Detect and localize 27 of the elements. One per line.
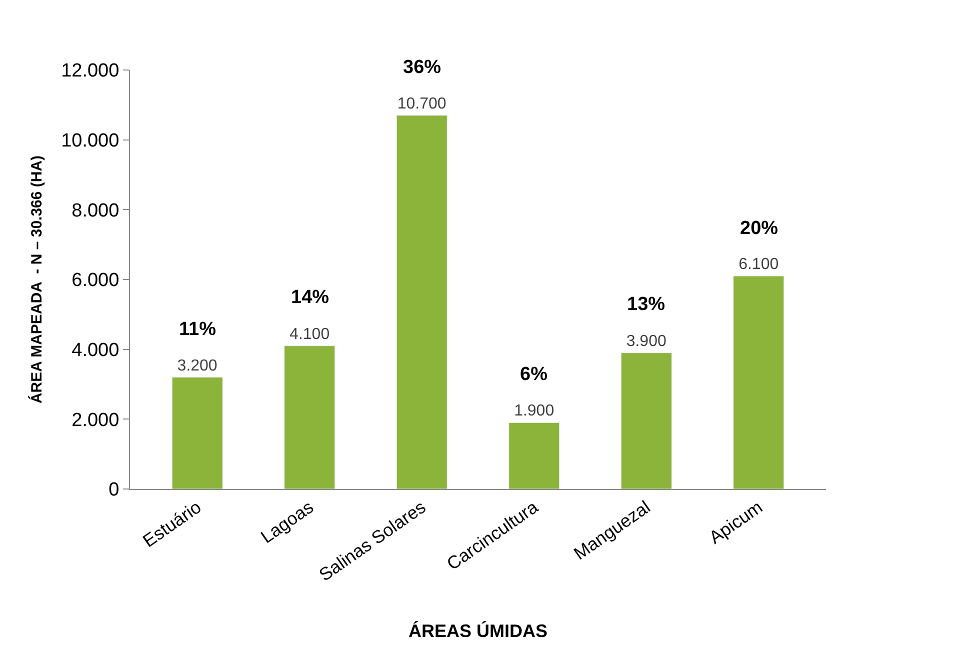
y-axis-title: ÁREA MAPEADA - N – 30.366 (HA) xyxy=(27,155,46,404)
annotation: 36% xyxy=(403,57,442,78)
data-label: 3.900 xyxy=(626,332,666,350)
bar xyxy=(172,377,223,489)
y-tick-label: 12.000 xyxy=(61,60,120,82)
data-label: 1.900 xyxy=(514,402,554,420)
bar xyxy=(284,346,336,489)
y-tick-label: 0 xyxy=(108,480,120,501)
annotation: 20% xyxy=(740,218,778,239)
y-tick-label: 2.000 xyxy=(72,410,120,431)
data-label: 4.100 xyxy=(290,326,330,343)
annotation: 13% xyxy=(627,294,666,315)
bar xyxy=(508,422,560,489)
y-tick-label: 6.000 xyxy=(72,270,120,292)
y-tick-label: 10.000 xyxy=(61,130,120,152)
data-label: 6.100 xyxy=(738,256,779,274)
y-tick-label: 8.000 xyxy=(72,200,120,222)
annotation: 14% xyxy=(291,287,330,308)
bar xyxy=(620,352,672,489)
data-label: 10.700 xyxy=(397,95,446,112)
annotation: 11% xyxy=(179,319,216,340)
data-label: 3.200 xyxy=(177,357,218,374)
x-axis-title: ÁREAS ÚMIDAS xyxy=(408,621,548,642)
annotation: 6% xyxy=(520,364,548,385)
bar xyxy=(396,115,448,489)
bar xyxy=(733,276,784,489)
y-tick-label: 4.000 xyxy=(72,340,120,361)
